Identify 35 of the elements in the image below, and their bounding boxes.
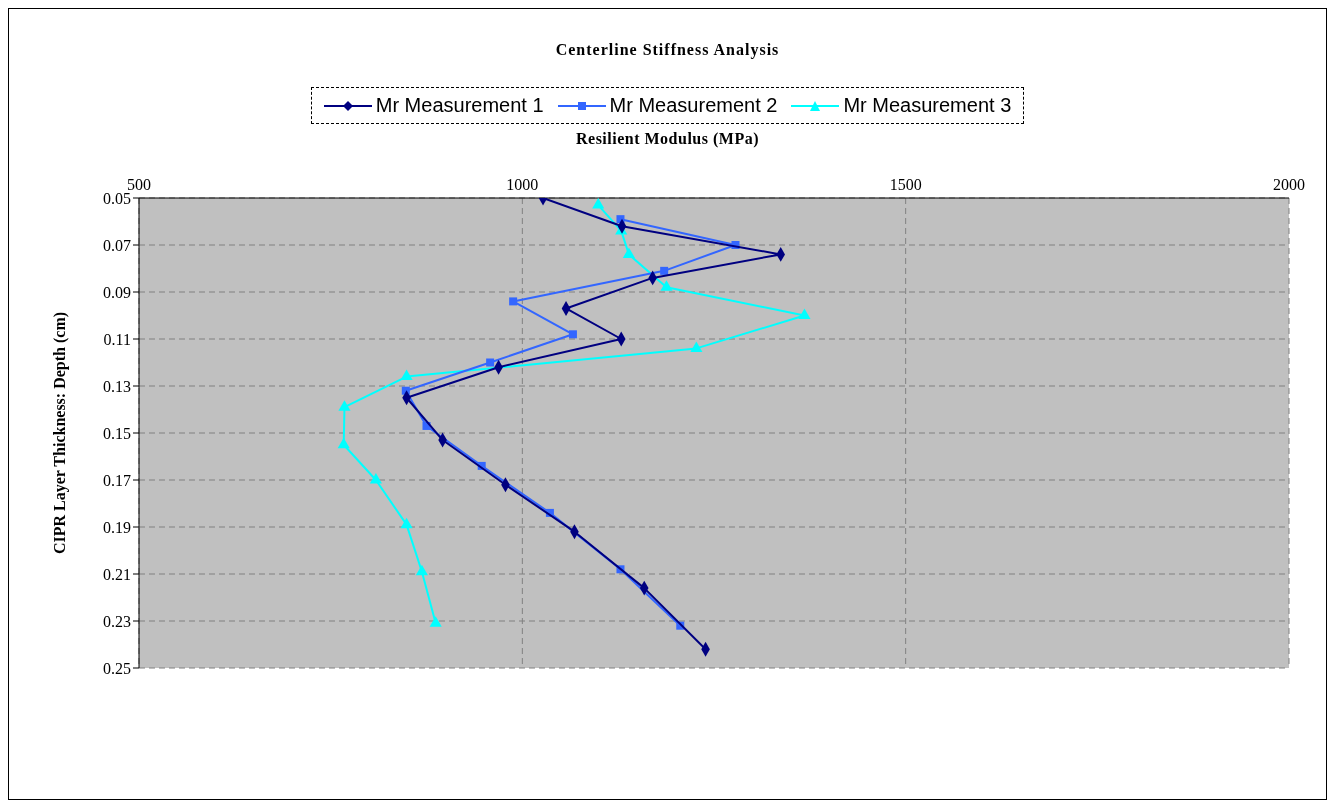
point bbox=[660, 266, 669, 275]
point bbox=[592, 198, 605, 209]
y-tick-label: 0.23 bbox=[103, 612, 131, 630]
y-axis-title: CIPR Layer Thickness: Depth (cm) bbox=[50, 311, 69, 555]
point bbox=[486, 358, 495, 367]
x-axis-title: Resilient Modulus (MPa) bbox=[574, 130, 760, 148]
x-tick-label: 1500 bbox=[889, 176, 922, 193]
point bbox=[369, 472, 382, 484]
x-tick-label: 2000 bbox=[1273, 176, 1305, 193]
point bbox=[798, 308, 811, 320]
y-tick-label: 0.21 bbox=[103, 565, 131, 583]
legend-label: Mr Measurement 2 bbox=[609, 94, 778, 117]
point bbox=[660, 280, 673, 291]
point bbox=[622, 247, 635, 258]
y-tick-label: 0.25 bbox=[103, 659, 131, 677]
point bbox=[568, 330, 577, 339]
point bbox=[337, 437, 350, 449]
legend-label: Mr Measurement 1 bbox=[375, 94, 544, 117]
x-tick-label: 1000 bbox=[506, 176, 539, 193]
point bbox=[509, 297, 518, 306]
point bbox=[429, 616, 442, 627]
point bbox=[400, 369, 413, 381]
y-tick-label: 0.17 bbox=[103, 471, 131, 489]
chart-title: Centerline Stiffness Analysis bbox=[554, 41, 781, 59]
point bbox=[338, 400, 351, 411]
legend-label: Mr Measurement 3 bbox=[843, 94, 1012, 117]
y-tick-label: 0.09 bbox=[103, 283, 131, 301]
point bbox=[690, 341, 703, 352]
y-tick-label: 0.13 bbox=[103, 377, 131, 395]
point bbox=[400, 517, 413, 529]
y-tick-label: 0.07 bbox=[103, 236, 131, 254]
point bbox=[415, 564, 428, 576]
y-tick-label: 0.11 bbox=[103, 330, 131, 348]
y-tick-label: 0.19 bbox=[103, 518, 131, 536]
y-tick-label: 0.15 bbox=[103, 424, 131, 442]
